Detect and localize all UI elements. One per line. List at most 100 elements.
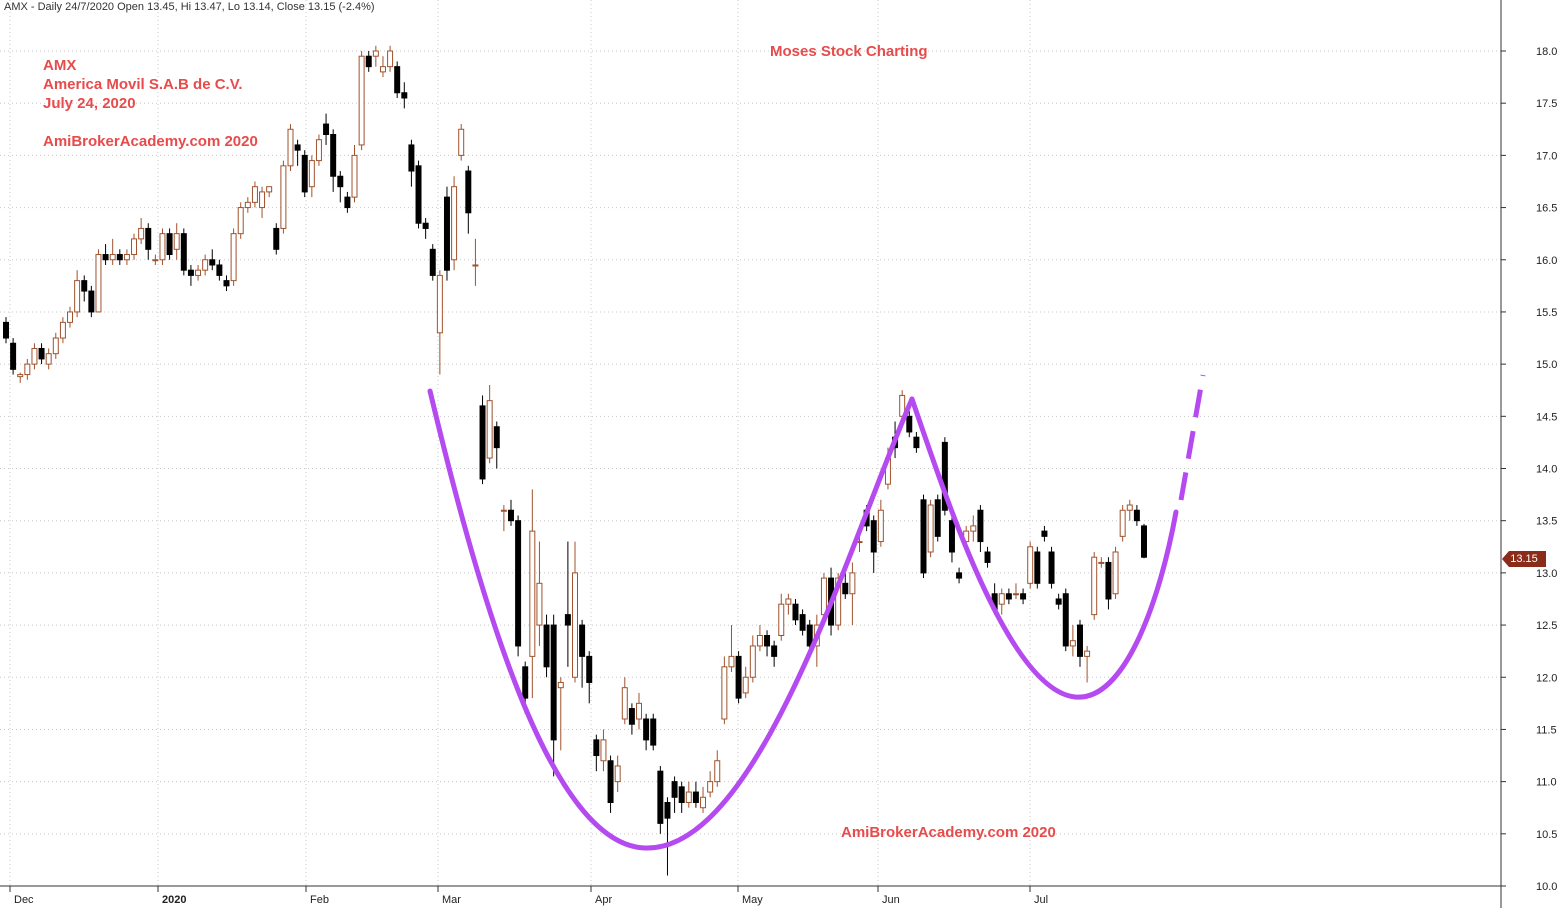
candle-body bbox=[564, 614, 571, 626]
candle-body bbox=[223, 280, 230, 287]
candle-body bbox=[1076, 624, 1083, 657]
candles bbox=[3, 45, 1147, 876]
candle-body bbox=[109, 254, 116, 261]
candle-body bbox=[74, 280, 81, 313]
candle-body bbox=[572, 572, 578, 678]
candle-body bbox=[970, 525, 977, 532]
candle-body bbox=[209, 259, 216, 266]
candle-body bbox=[621, 687, 628, 720]
candle-body bbox=[1133, 509, 1140, 522]
candle-body bbox=[586, 655, 593, 683]
candle-body bbox=[173, 233, 180, 250]
candle-body bbox=[95, 254, 102, 313]
date-note: July 24, 2020 bbox=[43, 95, 136, 112]
candle-body bbox=[742, 676, 749, 694]
candle-body bbox=[593, 739, 600, 757]
candle-body bbox=[138, 227, 145, 240]
candle-body bbox=[244, 201, 251, 209]
candle-body bbox=[3, 321, 9, 339]
site-note-bottom: AmiBrokerAcademy.com 2020 bbox=[841, 824, 1056, 841]
candle-body bbox=[451, 186, 458, 261]
candle-body bbox=[1069, 640, 1076, 647]
candle-body bbox=[422, 222, 429, 229]
candle-body bbox=[1091, 556, 1098, 616]
candle-body bbox=[600, 739, 607, 762]
x-tick-label: Feb bbox=[310, 894, 329, 906]
candle-body bbox=[365, 55, 372, 68]
candle-body bbox=[81, 280, 88, 292]
ticker-note: AMX bbox=[43, 57, 77, 74]
candle-body bbox=[877, 509, 884, 543]
candle-body bbox=[67, 311, 74, 323]
candle-body bbox=[38, 347, 45, 360]
candle-body bbox=[337, 175, 344, 188]
candle-body bbox=[650, 718, 657, 746]
candle-body bbox=[479, 405, 486, 480]
candle-body bbox=[934, 499, 941, 537]
candle-body bbox=[536, 582, 543, 626]
candle-body bbox=[436, 274, 443, 334]
brand-note: Moses Stock Charting bbox=[770, 43, 928, 60]
candle-body bbox=[614, 765, 621, 783]
candle-body bbox=[1041, 530, 1048, 537]
candle-body bbox=[707, 781, 714, 793]
candle-body bbox=[230, 233, 237, 282]
candle-body bbox=[870, 520, 877, 553]
candle-body bbox=[522, 666, 529, 699]
candle-body bbox=[372, 50, 379, 57]
candle-body bbox=[692, 791, 699, 803]
y-tick-label: 13.5 bbox=[1536, 516, 1557, 528]
candle-body bbox=[273, 227, 280, 250]
candle-body bbox=[820, 577, 827, 616]
candle-body bbox=[330, 134, 337, 177]
candle-body bbox=[764, 635, 771, 647]
candle-body bbox=[443, 196, 450, 271]
y-tick-label: 13.0 bbox=[1536, 568, 1557, 580]
candle-body bbox=[102, 254, 109, 261]
candle-body bbox=[842, 582, 849, 595]
company-note: America Movil S.A.B de C.V. bbox=[43, 76, 243, 93]
x-tick-label: 2020 bbox=[162, 894, 186, 906]
y-tick-label: 11.0 bbox=[1536, 777, 1557, 789]
cup-curve bbox=[427, 388, 915, 851]
candle-body bbox=[920, 499, 927, 574]
candle-body bbox=[778, 603, 785, 636]
x-tick-label: May bbox=[742, 894, 763, 906]
candle-body bbox=[557, 681, 564, 689]
candle-body bbox=[678, 786, 685, 803]
candle-body bbox=[465, 170, 472, 214]
candle-body bbox=[529, 530, 536, 657]
y-tick-label: 15.0 bbox=[1536, 359, 1557, 371]
candle-body bbox=[515, 520, 522, 647]
candle-body bbox=[1062, 593, 1069, 647]
candle-body bbox=[948, 520, 955, 553]
x-tick-label: Jul bbox=[1034, 894, 1048, 906]
y-tick-label: 18.0 bbox=[1536, 46, 1557, 58]
candle-body bbox=[1005, 593, 1012, 600]
candle-body bbox=[187, 269, 194, 276]
candle-body bbox=[956, 572, 963, 579]
candle-body bbox=[1098, 561, 1105, 564]
candle-body bbox=[166, 233, 173, 256]
candle-body bbox=[429, 248, 436, 276]
candle-body bbox=[835, 577, 842, 626]
candle-body bbox=[636, 702, 643, 720]
time-axis: Dec 2020 Feb Mar Apr May Jun Jul bbox=[0, 885, 1501, 906]
candle-body bbox=[379, 66, 386, 73]
candle-body bbox=[493, 426, 500, 449]
candle-body bbox=[123, 254, 130, 261]
y-tick-label: 16.0 bbox=[1536, 255, 1557, 267]
candle-body bbox=[927, 504, 934, 553]
projection-dash bbox=[1178, 374, 1206, 501]
candle-body bbox=[749, 645, 756, 678]
candle-body bbox=[714, 760, 721, 783]
cup-pattern-overlay bbox=[427, 374, 1206, 851]
candle-body bbox=[657, 770, 664, 824]
candle-body bbox=[664, 802, 671, 819]
candle-body bbox=[1027, 546, 1034, 584]
y-tick-label: 11.5 bbox=[1536, 724, 1557, 736]
candle-body bbox=[507, 509, 514, 522]
y-tick-label: 16.5 bbox=[1536, 203, 1557, 215]
y-tick-label: 12.0 bbox=[1536, 672, 1557, 684]
candle-body bbox=[486, 400, 493, 459]
